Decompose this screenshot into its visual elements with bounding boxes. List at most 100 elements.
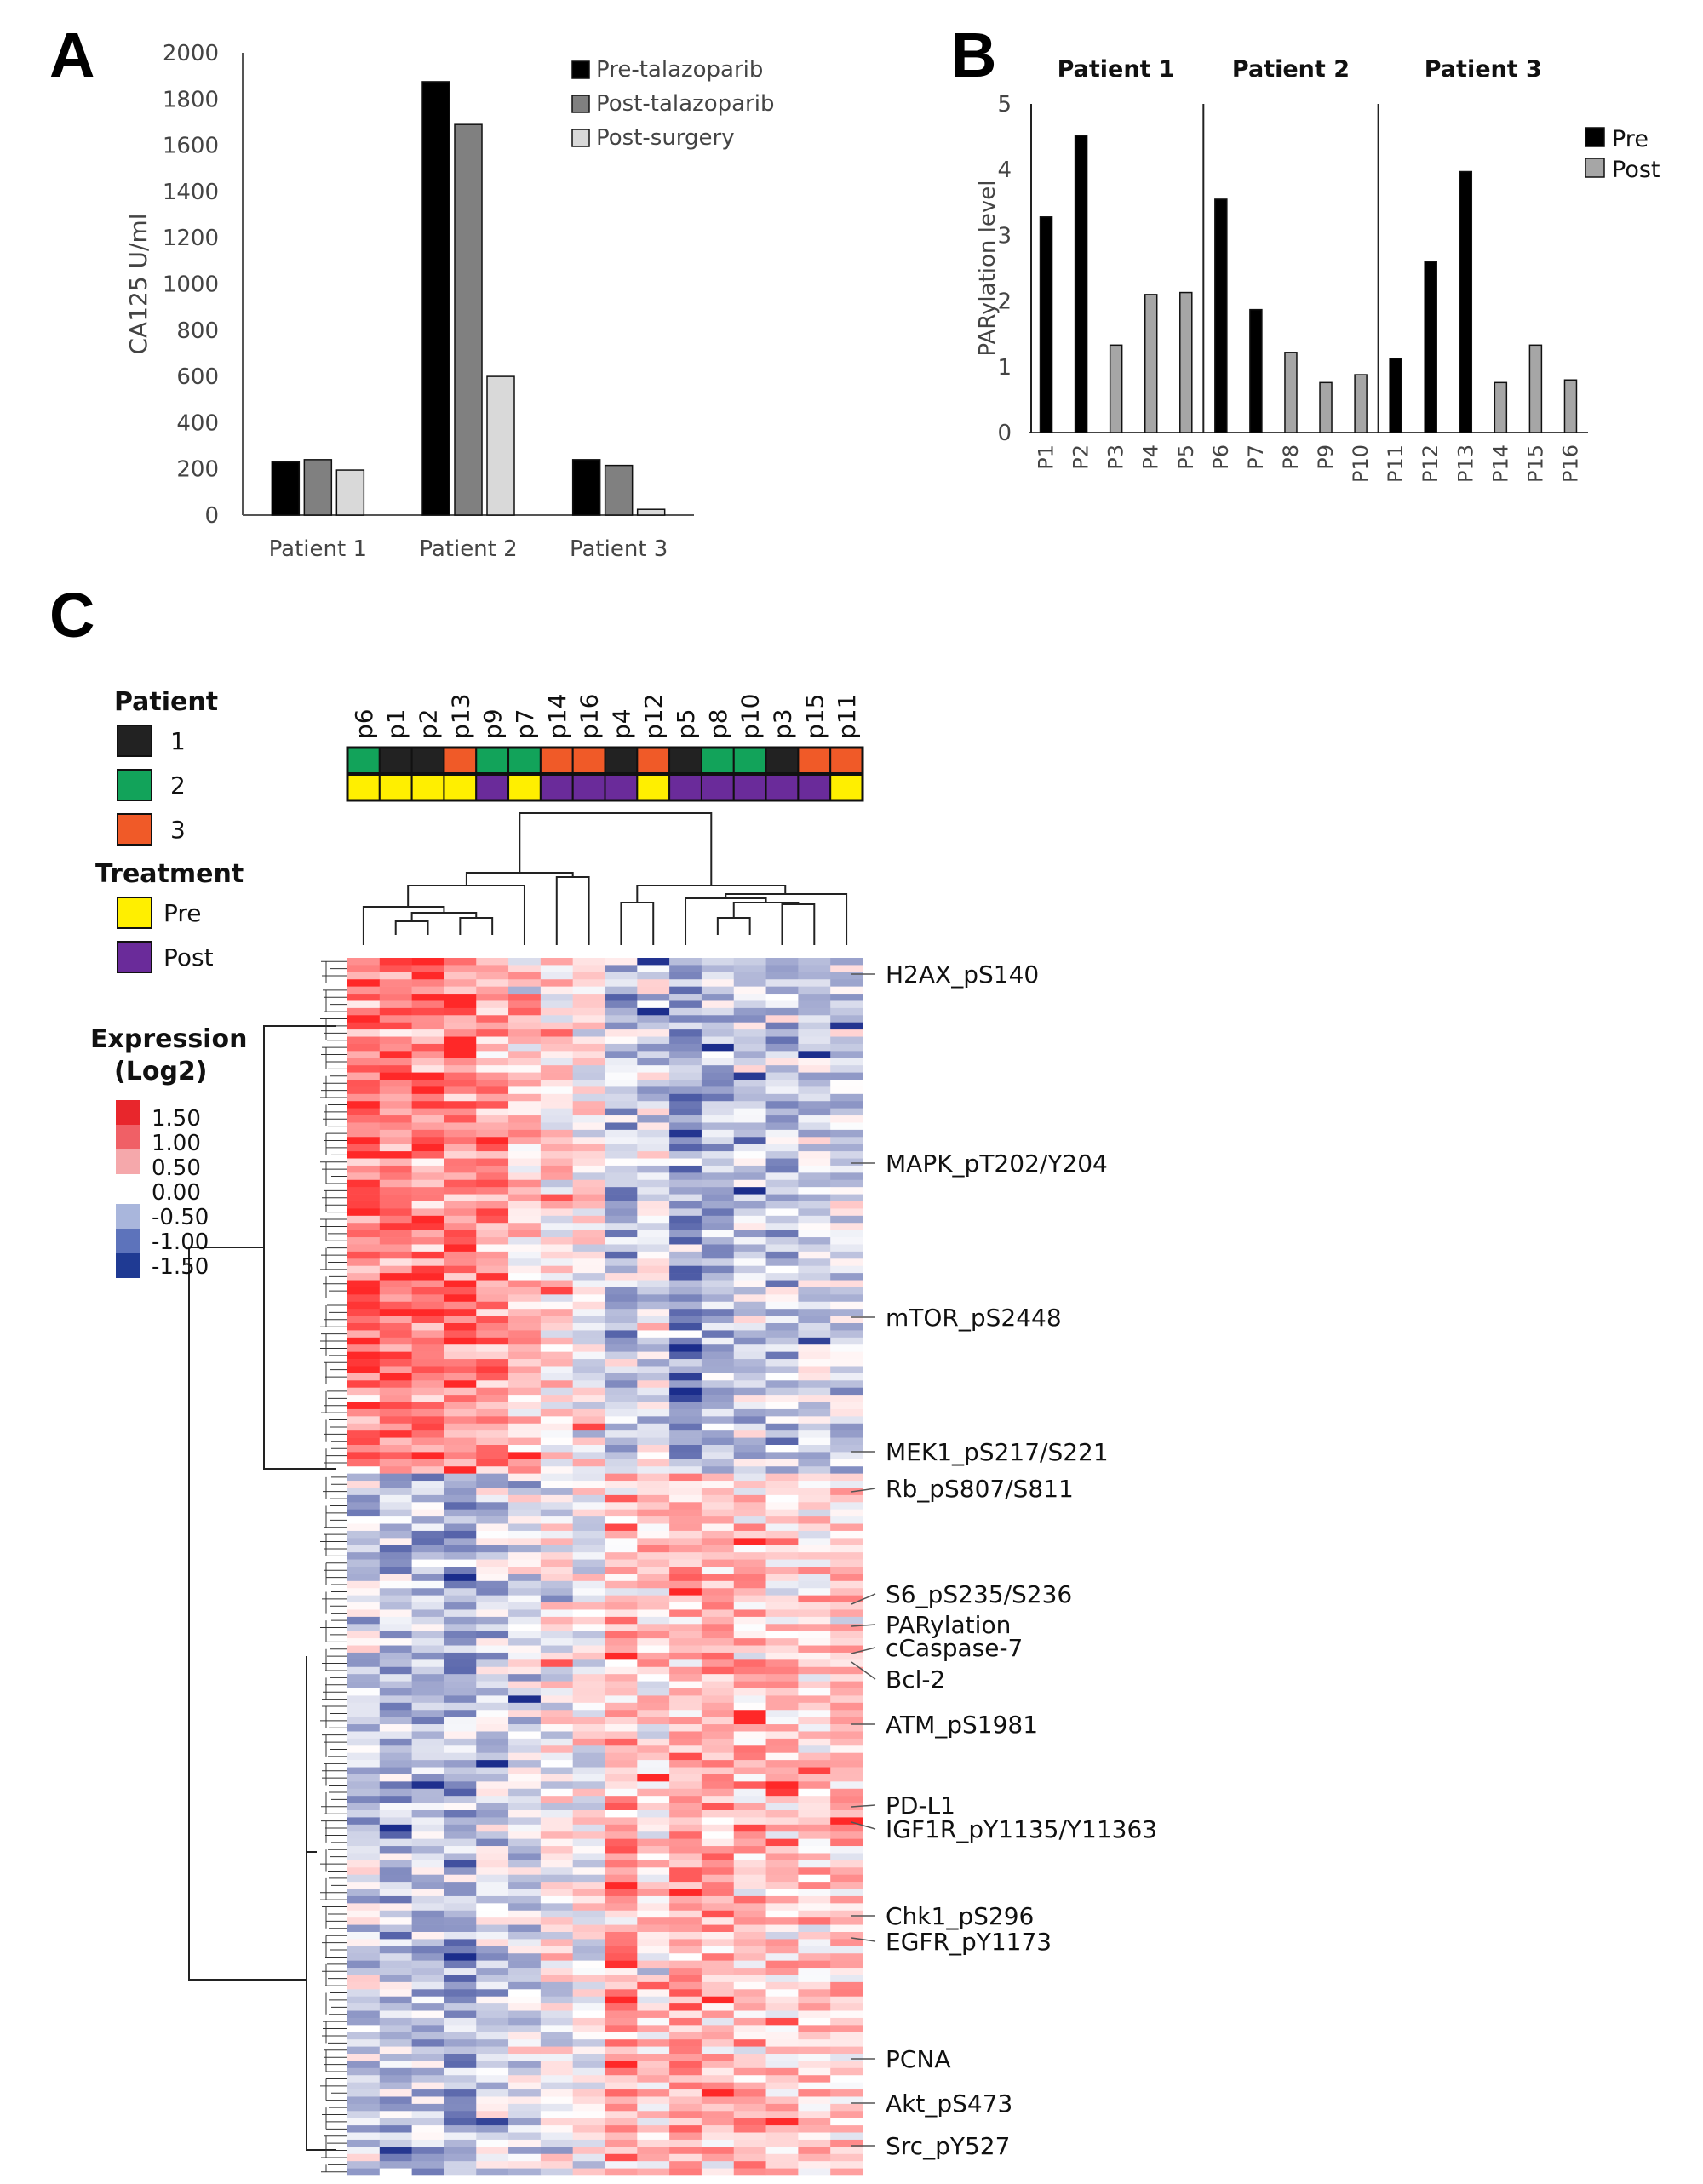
- c-heatmap-cell: [476, 2039, 509, 2047]
- c-heatmap-cell: [669, 1494, 702, 1503]
- c-heatmap-cell: [605, 1395, 638, 1402]
- c-heatmap-cell: [701, 1194, 735, 1202]
- c-heatmap-cell: [701, 1796, 735, 1803]
- c-heatmap-cell: [605, 1280, 638, 1288]
- c-heatmap-cell: [572, 2168, 605, 2176]
- c-heatmap-cell: [733, 1273, 766, 1281]
- c-heatmap-cell: [572, 2147, 605, 2155]
- c-expression-legend-label: 0.00: [152, 1180, 201, 1206]
- c-heatmap-cell: [347, 1960, 381, 1969]
- c-patient-annotation: [539, 747, 574, 774]
- c-heatmap-cell: [476, 1796, 509, 1803]
- c-heatmap-cell: [540, 2003, 573, 2011]
- c-heatmap-cell: [637, 1538, 670, 1546]
- c-heatmap-cell: [605, 1036, 638, 1045]
- c-heatmap-cell: [347, 1172, 381, 1181]
- c-row-label: MAPK_pT202/Y204: [886, 1149, 1108, 1178]
- c-heatmap-cell: [508, 1545, 542, 1553]
- c-heatmap-cell: [669, 1638, 702, 1646]
- c-heatmap-cell: [605, 1007, 638, 1016]
- c-heatmap-cell: [508, 2139, 542, 2147]
- c-heatmap-cell: [605, 2153, 638, 2162]
- c-heatmap-cell: [540, 1710, 573, 1717]
- c-heatmap-cell: [572, 1029, 605, 1037]
- c-heatmap-cell: [765, 1137, 799, 1145]
- c-heatmap-cell: [701, 1752, 735, 1761]
- c-heatmap-cell: [637, 1230, 670, 1238]
- c-heatmap-cell: [605, 1416, 638, 1424]
- c-heatmap-cell: [444, 1294, 477, 1303]
- c-heatmap-cell: [605, 1287, 638, 1295]
- c-heatmap-cell: [540, 1215, 573, 1224]
- c-heatmap-cell: [733, 2082, 766, 2090]
- c-heatmap-cell: [540, 1781, 573, 1790]
- c-heatmap-cell: [765, 1287, 799, 1295]
- c-heatmap-cell: [669, 1323, 702, 1331]
- c-heatmap-cell: [411, 1086, 444, 1095]
- c-heatmap-cell: [572, 1889, 605, 1897]
- c-heatmap-cell: [605, 1624, 638, 1632]
- c-heatmap-cell: [830, 1208, 863, 1217]
- c-heatmap-cell: [347, 1860, 381, 1868]
- c-heatmap-cell: [508, 1129, 542, 1138]
- c-heatmap-cell: [798, 2111, 831, 2119]
- c-heatmap-cell: [733, 2046, 766, 2055]
- c-heatmap-cell: [733, 1774, 766, 1782]
- c-heatmap-cell: [379, 1029, 412, 1037]
- c-heatmap-cell: [379, 1724, 412, 1732]
- c-heatmap-cell: [444, 1516, 477, 1524]
- c-heatmap-cell: [347, 1223, 381, 1230]
- c-heatmap-cell: [411, 1488, 444, 1496]
- c-expression-legend-swatch: [116, 1149, 140, 1174]
- c-heatmap-cell: [701, 1208, 735, 1217]
- c-heatmap-cell: [798, 1831, 831, 1839]
- c-heatmap-cell: [476, 965, 509, 973]
- c-heatmap-cell: [379, 1215, 412, 1224]
- c-heatmap-cell: [637, 1996, 670, 2004]
- c-heatmap-cell: [508, 1574, 542, 1582]
- c-heatmap-cell: [508, 1975, 542, 1983]
- c-heatmap-cell: [347, 1509, 381, 1517]
- c-heatmap-cell: [605, 1774, 638, 1782]
- c-heatmap-cell: [605, 1215, 638, 1224]
- c-heatmap-cell: [379, 1509, 412, 1517]
- c-heatmap-cell: [798, 1545, 831, 1553]
- c-heatmap-cell: [701, 1903, 735, 1912]
- c-heatmap-cell: [540, 1960, 573, 1969]
- c-heatmap-cell: [830, 2111, 863, 2119]
- c-heatmap-cell: [830, 1129, 863, 1138]
- c-heatmap-cell: [411, 1567, 444, 1574]
- c-heatmap-cell: [572, 1051, 605, 1059]
- c-heatmap-cell: [798, 1072, 831, 1081]
- c-heatmap-cell: [444, 1838, 477, 1847]
- c-heatmap-cell: [347, 1853, 381, 1861]
- c-heatmap-cell: [411, 1287, 444, 1295]
- c-heatmap-cell: [572, 2010, 605, 2019]
- c-heatmap-cell: [508, 1981, 542, 1990]
- c-heatmap-cell: [540, 1000, 573, 1009]
- c-heatmap-cell: [605, 1889, 638, 1897]
- c-heatmap-cell: [444, 1459, 477, 1467]
- c-heatmap-cell: [701, 1889, 735, 1897]
- c-heatmap-cell: [444, 1882, 477, 1889]
- c-heatmap-cell: [733, 1609, 766, 1618]
- c-heatmap-cell: [830, 1395, 863, 1402]
- c-heatmap-cell: [637, 2025, 670, 2033]
- c-heatmap-cell: [669, 1910, 702, 1918]
- c-heatmap-cell: [444, 1910, 477, 1918]
- c-heatmap-cell: [476, 1652, 509, 1660]
- c-heatmap-cell: [605, 1588, 638, 1596]
- c-heatmap-cell: [444, 1595, 477, 1603]
- c-heatmap-cell: [444, 1093, 477, 1102]
- c-heatmap-cell: [508, 1853, 542, 1861]
- b-bar: [1109, 344, 1123, 433]
- c-heatmap-cell: [637, 1086, 670, 1095]
- c-heatmap-cell: [411, 1867, 444, 1876]
- b-y-tick-label: 1: [997, 355, 1012, 381]
- c-heatmap-cell: [669, 1015, 702, 1023]
- c-heatmap-cell: [701, 1158, 735, 1167]
- c-heatmap-cell: [701, 1659, 735, 1668]
- c-heatmap-cell: [476, 1895, 509, 1904]
- c-heatmap-cell: [637, 1788, 670, 1797]
- c-heatmap-cell: [798, 1065, 831, 1073]
